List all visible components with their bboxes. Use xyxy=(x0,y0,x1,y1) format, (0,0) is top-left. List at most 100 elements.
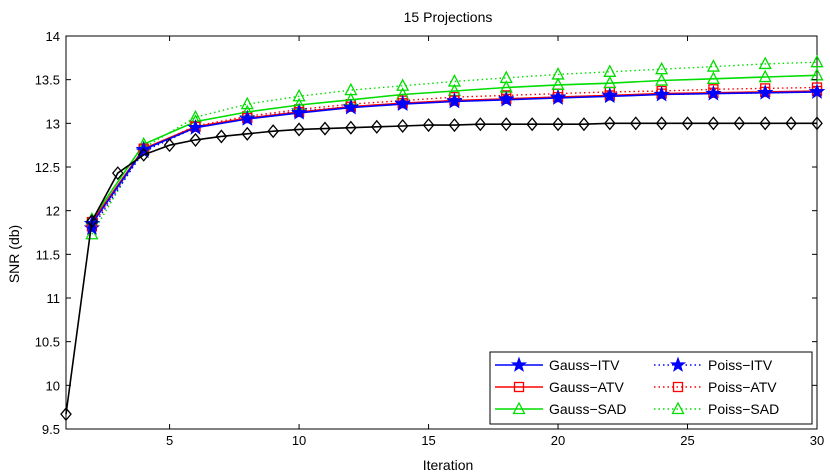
legend-entry: Poiss−SAD xyxy=(654,401,779,417)
legend-label: Gauss−ATV xyxy=(549,379,624,395)
legend: Gauss−ITV Gauss−ATV Gauss−SAD Poiss−ITV Pois… xyxy=(489,351,813,425)
data-point xyxy=(240,96,254,110)
legend-entry: Gauss−ATV xyxy=(495,379,624,395)
x-tick-label: 25 xyxy=(680,433,694,448)
data-point xyxy=(85,226,99,240)
data-point xyxy=(603,75,617,89)
data-point xyxy=(422,118,435,133)
y-axis-label: SNR (db) xyxy=(6,225,22,283)
x-tick-label: 20 xyxy=(551,433,565,448)
data-point xyxy=(241,126,254,141)
data-point xyxy=(291,104,308,120)
data-point xyxy=(655,73,669,86)
data-point xyxy=(342,99,359,115)
data-point xyxy=(759,116,772,131)
data-point xyxy=(758,56,772,70)
data-point xyxy=(189,132,202,147)
data-point xyxy=(345,120,357,135)
data-point xyxy=(293,122,305,137)
series-layer xyxy=(60,54,826,422)
data-point xyxy=(292,88,306,102)
data-point xyxy=(758,69,772,83)
legend-entry: Gauss−SAD xyxy=(495,401,626,417)
legend-entry: Poiss−ITV xyxy=(654,356,773,373)
data-point xyxy=(706,59,720,72)
data-point xyxy=(267,124,280,139)
series-line xyxy=(91,61,818,235)
legend-label: Poiss−ITV xyxy=(708,357,773,373)
y-tick-label: 9.5 xyxy=(42,422,60,437)
series-4 xyxy=(83,83,826,235)
legend-entry: Gauss−ITV xyxy=(495,356,620,373)
x-tick-label: 30 xyxy=(810,433,824,448)
data-point xyxy=(448,118,461,133)
data-point xyxy=(757,84,774,100)
legend-label: Gauss−SAD xyxy=(549,401,626,417)
ticks-layer: 5 10 15 20 25 30 9.5 10 10.5 11 11.5 12 12.5 13 13.5 14 xyxy=(35,29,825,448)
legend-entry: Poiss−ATV xyxy=(654,379,777,395)
data-point xyxy=(319,121,331,136)
plot-border xyxy=(65,35,818,430)
series-line xyxy=(91,86,818,227)
data-point xyxy=(396,78,410,91)
series-line xyxy=(91,74,818,220)
y-tick-label: 13.5 xyxy=(35,73,60,88)
legend-marker xyxy=(510,356,528,372)
data-point xyxy=(810,54,824,68)
y-tick-label: 11.5 xyxy=(36,247,60,262)
x-tick-label: 15 xyxy=(421,433,435,448)
series-1 xyxy=(83,83,826,231)
data-point xyxy=(551,67,565,80)
data-point xyxy=(86,214,98,229)
data-point xyxy=(603,64,617,77)
data-point xyxy=(681,116,694,131)
y-tick-label: 13 xyxy=(46,116,60,131)
series-line xyxy=(91,91,818,225)
plot-frame xyxy=(65,35,818,430)
data-point xyxy=(111,166,124,181)
data-point xyxy=(526,117,538,132)
data-point xyxy=(785,116,797,131)
legend-label: Poiss−SAD xyxy=(708,401,779,417)
data-point xyxy=(187,119,204,135)
legend-marker xyxy=(671,401,685,415)
data-point xyxy=(629,116,642,131)
data-point xyxy=(550,89,567,105)
data-point xyxy=(163,138,176,153)
legend-label: Gauss−ITV xyxy=(549,357,620,373)
data-point xyxy=(603,116,616,131)
data-point xyxy=(551,77,565,91)
legend-box xyxy=(489,351,813,425)
y-tick-label: 12 xyxy=(46,204,60,219)
x-tick-label: 5 xyxy=(166,433,173,448)
data-point xyxy=(578,117,590,132)
data-point xyxy=(653,86,670,102)
y-tick-label: 12.5 xyxy=(35,160,60,175)
chart-title: 15 Projections xyxy=(404,9,493,25)
data-point xyxy=(706,71,720,84)
data-point xyxy=(474,117,487,132)
y-tick-label: 10.5 xyxy=(35,335,60,350)
data-point xyxy=(552,117,564,132)
data-point xyxy=(808,83,826,99)
legend-marker xyxy=(512,401,526,415)
legend-marker xyxy=(669,356,687,372)
legend-label: Poiss−ATV xyxy=(708,379,777,395)
data-point xyxy=(60,407,72,422)
data-point xyxy=(733,116,746,131)
data-point xyxy=(707,116,720,131)
data-point xyxy=(705,85,722,101)
data-point xyxy=(655,116,668,131)
data-point xyxy=(500,117,513,132)
data-point xyxy=(239,110,256,126)
x-axis-label: Iteration xyxy=(423,457,474,473)
series-2 xyxy=(86,85,823,228)
data-point xyxy=(394,95,411,112)
x-tick-label: 10 xyxy=(292,433,306,448)
data-point xyxy=(396,118,409,133)
data-point xyxy=(215,129,228,144)
legend-marker xyxy=(513,381,525,393)
y-tick-label: 14 xyxy=(46,29,60,44)
series-line xyxy=(91,90,818,223)
